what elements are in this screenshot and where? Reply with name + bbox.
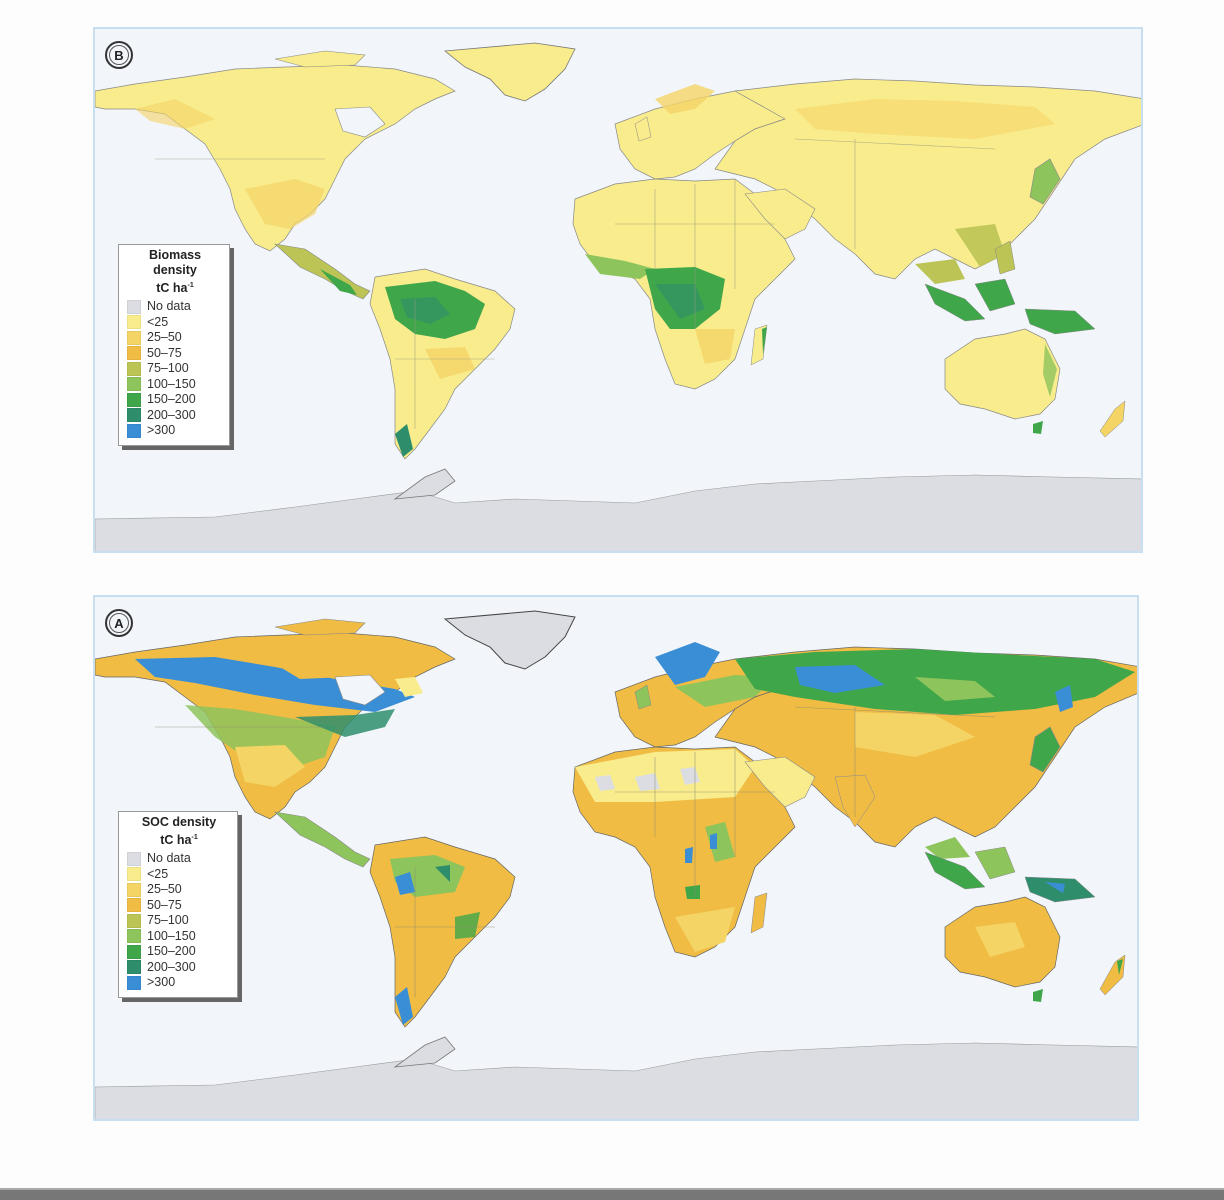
legend-swatch — [127, 975, 141, 990]
legend-swatch — [127, 361, 141, 376]
legend-swatch — [127, 408, 141, 423]
legend-item-lt25: <25 — [127, 315, 223, 331]
legend-swatch — [127, 898, 141, 913]
legend-item-200-300: 200–300 — [127, 960, 231, 976]
legend-item-100-150: 100–150 — [127, 377, 223, 393]
legend-swatch — [127, 851, 141, 866]
legend-swatch — [127, 346, 141, 361]
legend-unit: tC ha-1 — [160, 833, 198, 848]
legend-item-150-200: 150–200 — [127, 392, 223, 408]
legend-item-75-100: 75–100 — [127, 913, 231, 929]
panel-label-a: A — [105, 609, 133, 637]
legend-item-150-200: 150–200 — [127, 944, 231, 960]
legend-item-no-data: No data — [127, 299, 223, 315]
map-panel-biomass: B Biomass density tC ha-1 No data <25 25… — [93, 27, 1143, 553]
legend-swatch — [127, 913, 141, 928]
world-map-soc — [95, 610, 1137, 1119]
legend-item-gt300: >300 — [127, 975, 231, 991]
legend-soc: SOC density tC ha-1 No data <25 25–50 50… — [118, 811, 238, 998]
legend-item-200-300: 200–300 — [127, 408, 223, 424]
legend-swatch — [127, 377, 141, 392]
panel-label-b: B — [105, 41, 133, 69]
panel-label-a-text: A — [109, 613, 129, 633]
legend-swatch — [127, 315, 141, 330]
map-panel-soc: A SOC density tC ha-1 No data <25 25–50 … — [93, 595, 1139, 1121]
legend-item-50-75: 50–75 — [127, 346, 223, 362]
legend-swatch — [127, 960, 141, 975]
legend-swatch — [127, 944, 141, 959]
legend-title: Biomass density — [148, 248, 202, 277]
legend-item-75-100: 75–100 — [127, 361, 223, 377]
legend-swatch — [127, 423, 141, 438]
bottom-bar — [0, 1188, 1224, 1200]
legend-item-gt300: >300 — [127, 423, 223, 439]
legend-item-100-150: 100–150 — [127, 929, 231, 945]
legend-swatch — [127, 392, 141, 407]
legend-item-no-data: No data — [127, 851, 231, 867]
legend-biomass: Biomass density tC ha-1 No data <25 25–5… — [118, 244, 230, 446]
legend-swatch — [127, 299, 141, 314]
legend-item-50-75: 50–75 — [127, 898, 231, 914]
legend-item-25-50: 25–50 — [127, 882, 231, 898]
legend-swatch — [127, 867, 141, 882]
legend-swatch — [127, 330, 141, 345]
legend-item-lt25: <25 — [127, 867, 231, 883]
legend-swatch — [127, 882, 141, 897]
panel-label-b-text: B — [109, 45, 129, 65]
legend-swatch — [127, 929, 141, 944]
world-map-biomass — [95, 42, 1141, 551]
legend-item-25-50: 25–50 — [127, 330, 223, 346]
legend-title: SOC density — [141, 815, 217, 829]
legend-unit: tC ha-1 — [156, 281, 194, 296]
